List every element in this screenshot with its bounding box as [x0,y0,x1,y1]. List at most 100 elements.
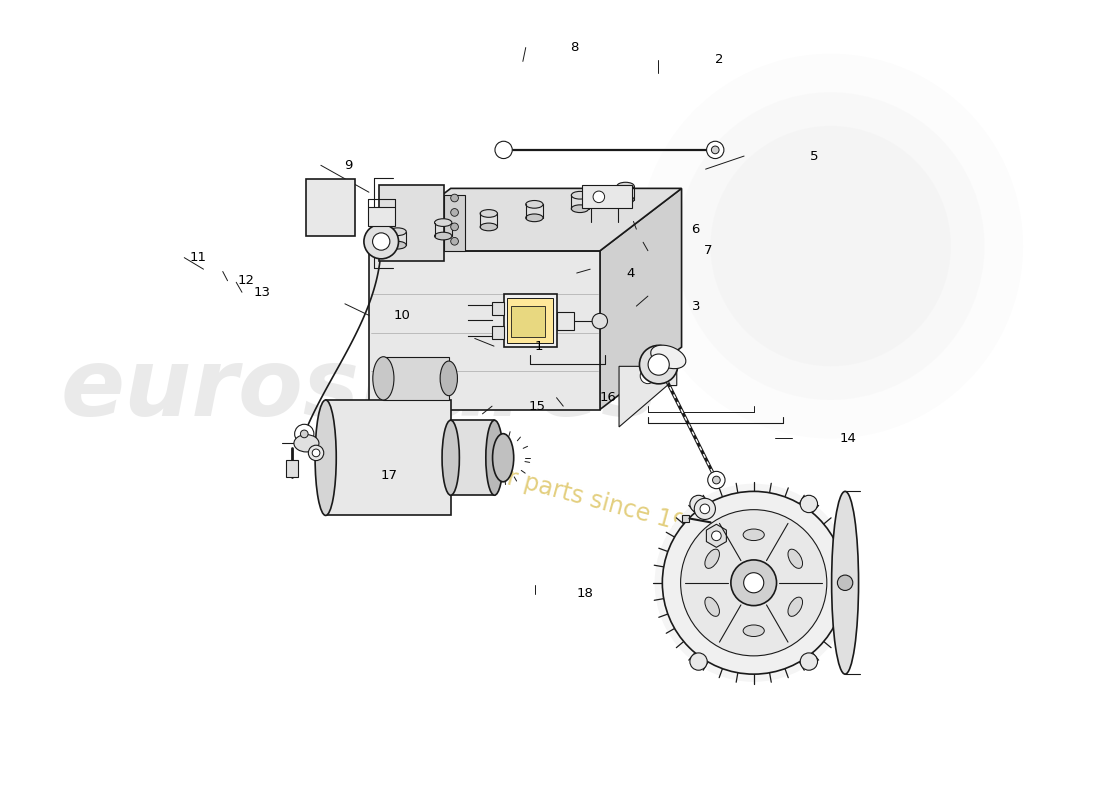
Circle shape [373,233,389,250]
Bar [512,306,544,338]
Ellipse shape [788,597,803,616]
Bar [582,186,631,208]
Ellipse shape [480,223,497,230]
Bar [557,313,574,330]
Bar [384,357,449,400]
Circle shape [690,653,707,670]
Circle shape [312,449,320,457]
Text: eurospares: eurospares [60,344,658,436]
Circle shape [676,92,984,400]
Circle shape [800,495,817,513]
Text: 17: 17 [381,469,397,482]
Ellipse shape [389,228,406,235]
Circle shape [648,354,669,375]
Ellipse shape [389,242,406,249]
Polygon shape [600,188,682,410]
Bar [492,326,504,339]
Ellipse shape [493,434,514,482]
Circle shape [837,575,852,590]
Text: 11: 11 [190,251,207,264]
Circle shape [681,510,827,656]
Text: 1: 1 [535,340,543,353]
Ellipse shape [434,218,452,226]
Circle shape [800,653,817,670]
Text: 15: 15 [529,400,546,413]
Text: 3: 3 [692,300,700,313]
Circle shape [308,446,323,461]
Ellipse shape [788,549,803,568]
Ellipse shape [442,420,460,495]
Ellipse shape [744,625,764,637]
Circle shape [706,142,724,158]
Text: 18: 18 [576,587,593,601]
Circle shape [654,484,852,682]
Polygon shape [368,188,682,251]
Circle shape [451,223,459,230]
Ellipse shape [705,597,719,616]
Ellipse shape [294,434,319,452]
Ellipse shape [440,361,458,396]
Circle shape [300,430,308,438]
Circle shape [295,424,313,443]
Ellipse shape [651,345,685,369]
Ellipse shape [373,357,394,400]
Text: 13: 13 [253,286,271,298]
Ellipse shape [526,201,543,208]
Circle shape [690,495,707,513]
Ellipse shape [617,196,635,203]
Ellipse shape [526,214,543,222]
Circle shape [593,191,605,202]
Circle shape [639,346,678,384]
Bar [507,298,552,343]
Ellipse shape [315,400,337,515]
Text: 12: 12 [238,274,254,287]
Ellipse shape [832,491,859,674]
Text: 2: 2 [715,54,724,66]
Bar [682,514,690,522]
Text: 6: 6 [692,222,700,236]
Ellipse shape [571,205,588,213]
Text: a passion for parts since 1985: a passion for parts since 1985 [366,429,717,544]
Circle shape [451,194,459,202]
Circle shape [713,476,721,484]
Bar [492,302,504,315]
Bar [367,207,395,226]
Text: 4: 4 [626,266,635,279]
Circle shape [711,126,950,366]
Ellipse shape [617,182,635,190]
Text: 10: 10 [393,309,410,322]
Polygon shape [619,366,676,427]
Circle shape [707,471,725,489]
Text: 8: 8 [570,41,579,54]
Circle shape [451,209,459,216]
Bar [378,186,444,261]
Text: 7: 7 [704,244,713,258]
Text: 5: 5 [810,150,818,162]
Bar [307,178,354,237]
Circle shape [638,54,1023,438]
Ellipse shape [434,232,452,240]
Bar [504,294,557,347]
Bar [368,251,600,410]
Circle shape [495,142,513,158]
Bar [326,400,451,515]
Circle shape [364,224,398,259]
Circle shape [730,560,777,606]
Circle shape [640,368,656,384]
Circle shape [592,314,607,329]
Bar [451,420,495,495]
Circle shape [744,573,763,593]
Bar [286,460,298,477]
Circle shape [694,498,715,519]
Circle shape [662,491,845,674]
Circle shape [700,504,710,514]
Circle shape [712,531,722,541]
Polygon shape [706,524,726,547]
Text: 9: 9 [344,158,353,172]
Ellipse shape [744,529,764,541]
Ellipse shape [705,549,719,568]
Text: 14: 14 [839,432,857,445]
Ellipse shape [486,420,503,495]
Ellipse shape [480,210,497,218]
Bar [444,195,465,251]
